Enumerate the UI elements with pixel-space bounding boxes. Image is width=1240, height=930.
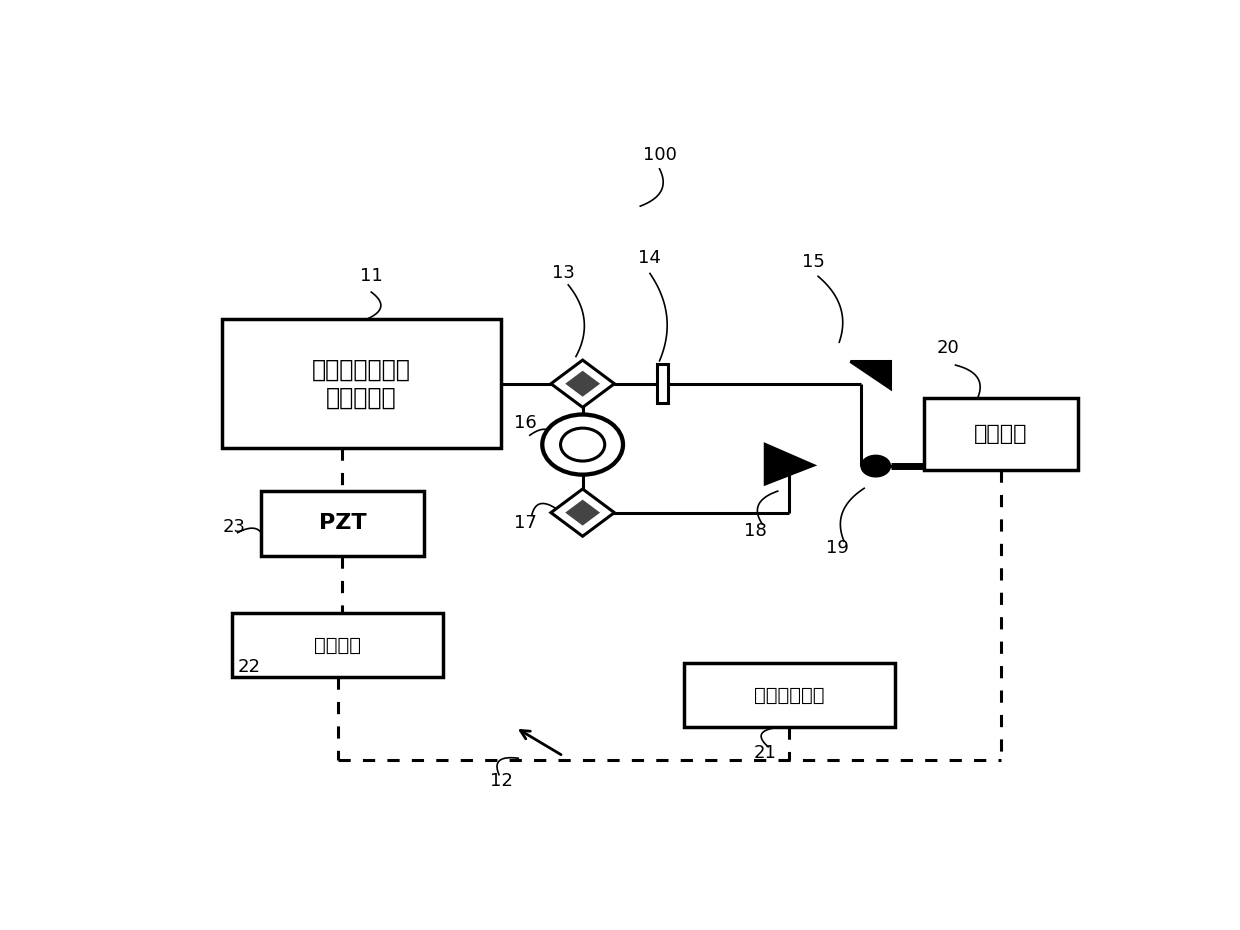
Circle shape — [560, 428, 605, 461]
Text: 12: 12 — [490, 772, 512, 790]
Text: 信号发生单元: 信号发生单元 — [754, 685, 825, 705]
Bar — [657, 364, 667, 404]
Polygon shape — [765, 445, 813, 484]
Text: 17: 17 — [513, 514, 537, 532]
Text: 21: 21 — [754, 743, 776, 762]
Text: 19: 19 — [826, 539, 848, 557]
Polygon shape — [551, 489, 614, 537]
Circle shape — [861, 455, 892, 477]
Text: 11: 11 — [360, 267, 383, 286]
Bar — [260, 491, 424, 555]
Polygon shape — [551, 360, 614, 407]
Text: 14: 14 — [639, 249, 661, 268]
Text: 22: 22 — [238, 658, 260, 675]
Text: 触发单元: 触发单元 — [314, 635, 361, 655]
Text: PZT: PZT — [319, 513, 366, 534]
Text: 100: 100 — [642, 146, 677, 164]
Text: 重频锁定且可调
飞秒激光器: 重频锁定且可调 飞秒激光器 — [312, 358, 410, 409]
Text: 23: 23 — [222, 518, 246, 536]
Text: 20: 20 — [936, 339, 960, 357]
Bar — [683, 663, 895, 727]
Polygon shape — [851, 362, 890, 388]
Bar — [924, 398, 1078, 470]
Text: 18: 18 — [744, 522, 768, 539]
Polygon shape — [565, 499, 600, 525]
Bar — [232, 613, 444, 677]
Circle shape — [542, 415, 622, 474]
Text: 16: 16 — [513, 414, 537, 432]
Text: 13: 13 — [552, 264, 575, 282]
Text: 探测器件: 探测器件 — [973, 424, 1028, 444]
Bar — [222, 319, 501, 448]
Text: 15: 15 — [802, 253, 825, 271]
Polygon shape — [565, 371, 600, 397]
